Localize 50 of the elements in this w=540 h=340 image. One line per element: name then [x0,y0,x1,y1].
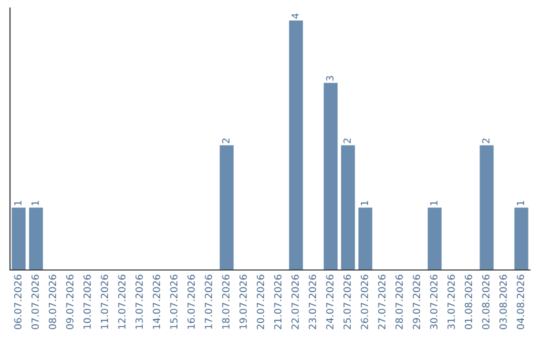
data-label: 1 [430,200,438,206]
x-tick-label: 21.07.2026 [274,274,282,330]
data-label: 2 [222,138,230,144]
data-label: 1 [516,200,524,206]
bar [428,208,442,270]
x-tick-label: 11.07.2026 [100,274,108,329]
x-tick-label: 15.07.2026 [170,274,178,329]
data-label: 4 [292,13,299,19]
x-tick-label: 12.07.2026 [118,274,126,329]
x-tick-label: 04.08.2026 [516,274,524,330]
data-label: 1 [14,200,22,206]
x-tick-label: 19.07.2026 [239,274,247,329]
x-tick-label: 13.07.2026 [135,274,143,329]
bar [324,82,338,270]
bar [289,20,303,270]
bar [514,208,528,270]
x-tick-label: 10.07.2026 [83,274,91,329]
x-tick-label: 31.07.2026 [447,274,455,330]
data-label: 1 [32,200,39,206]
x-tick-label: 02.08.2026 [482,274,490,330]
x-tick-label: 28.07.2026 [395,274,403,330]
x-tick-label: 27.07.2026 [378,274,386,330]
bar [29,208,43,270]
x-tick-label: 06.07.2026 [14,274,22,330]
x-tick-label: 08.07.2026 [48,274,56,330]
x-tick-label: 24.07.2026 [326,274,334,330]
data-label: 1 [360,200,368,206]
x-tick-label: 09.07.2026 [66,274,74,330]
x-tick-label: 29.07.2026 [412,274,420,330]
x-tick-label: 01.08.2026 [464,274,472,330]
x-tick-label: 16.07.2026 [187,274,195,329]
x-tick-label: 07.07.2026 [31,274,39,330]
x-tick-label: 20.07.2026 [256,274,264,330]
data-label: 3 [326,76,334,81]
x-tick-label: 26.07.2026 [360,274,368,330]
x-tick-label: 25.07.2026 [343,274,351,330]
x-tick-label: 03.08.2026 [499,274,507,330]
bar [220,145,234,270]
x-tick-label: 22.07.2026 [291,274,299,330]
bar [341,145,355,270]
data-label: 2 [482,138,490,144]
x-tick-label: 17.07.2026 [204,274,212,329]
bar [480,145,494,270]
bar [12,208,26,270]
x-tick-label: 18.07.2026 [222,274,230,329]
x-tick-label: 23.07.2026 [308,274,316,330]
bar [358,208,372,270]
x-tick-label: 30.07.2026 [430,274,438,330]
data-label: 2 [343,138,351,144]
x-tick-label: 14.07.2026 [152,274,160,329]
